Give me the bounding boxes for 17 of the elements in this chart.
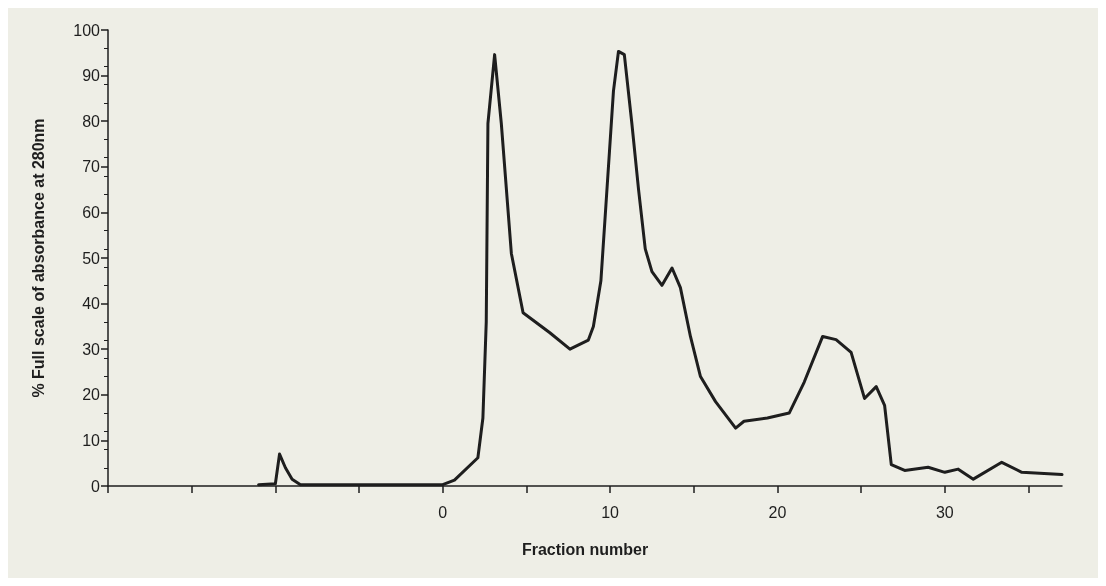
y-tick-label: 80 [82, 112, 101, 130]
y-tick-label: 100 [73, 21, 101, 39]
y-tick-label: 60 [82, 203, 101, 221]
x-tick-label: 20 [768, 503, 787, 521]
y-tick-label: 30 [82, 340, 101, 358]
y-tick-label: 20 [82, 386, 101, 404]
x-tick-label: 0 [438, 503, 448, 521]
x-tick-label: 10 [601, 503, 620, 521]
y-tick-label: 50 [82, 249, 101, 267]
y-tick-label: 70 [82, 158, 101, 176]
y-tick-label: 40 [82, 295, 101, 313]
y-tick-label: 0 [91, 477, 101, 495]
y-tick-label: 90 [82, 67, 101, 85]
y-axis-title: % Full scale of absorbance at 280nm [29, 118, 47, 398]
x-axis-title: Fraction number [521, 540, 649, 558]
y-tick-label: 10 [82, 431, 101, 449]
x-tick-label: 30 [935, 503, 954, 521]
